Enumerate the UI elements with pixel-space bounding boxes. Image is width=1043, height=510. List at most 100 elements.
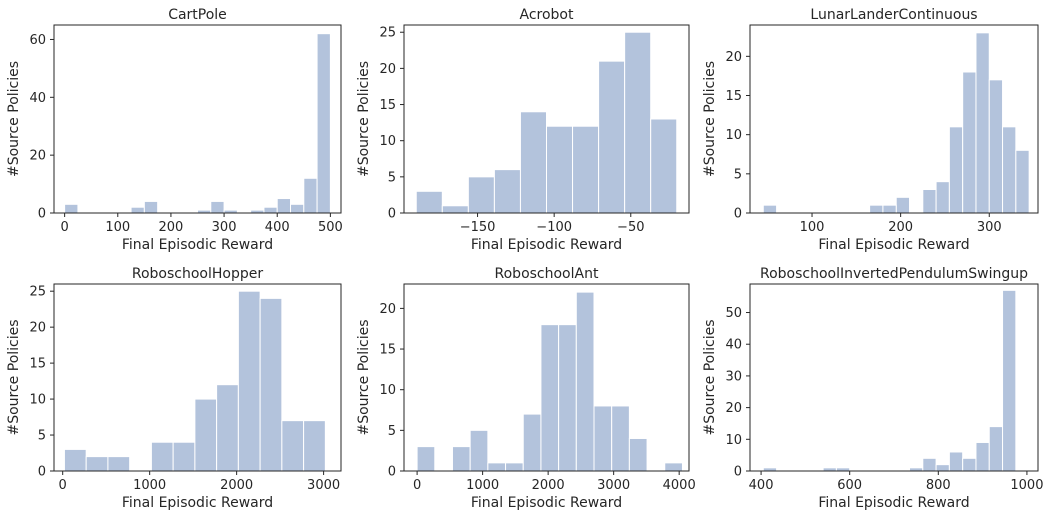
y-tick-label: 25 — [379, 26, 396, 41]
x-tick-label: 500 — [318, 220, 343, 235]
y-tick-label: 15 — [725, 89, 742, 104]
y-tick-label: 10 — [725, 433, 742, 448]
y-axis-label: #Source Policies — [6, 61, 22, 177]
y-tick-label: 15 — [379, 343, 396, 358]
y-axis-label: #Source Policies — [356, 319, 372, 435]
histogram-bar — [316, 33, 331, 214]
x-tick-label: 4000 — [663, 478, 696, 493]
histogram-bar — [505, 462, 524, 472]
histogram-bar — [598, 60, 626, 214]
plot-frame — [403, 24, 690, 214]
histogram-bar — [962, 71, 977, 214]
chart-title: RoboschoolInvertedPendulumSwingup — [760, 266, 1028, 282]
x-tick-label: 100 — [800, 220, 825, 235]
x-tick-label: 400 — [265, 220, 290, 235]
histogram-bar — [664, 462, 683, 472]
y-tick-label: 0 — [38, 207, 46, 222]
histogram-bar — [935, 181, 950, 214]
y-tick-label: 20 — [29, 149, 46, 164]
histogram-bar — [493, 169, 521, 214]
histogram-bar — [303, 420, 326, 472]
histogram-bar — [628, 437, 648, 472]
y-tick-label: 10 — [29, 393, 46, 408]
histogram-bar — [441, 205, 469, 214]
histogram-bar — [237, 290, 261, 472]
histogram-bar — [522, 413, 542, 472]
histogram-bar — [290, 203, 305, 214]
histogram-bar — [1002, 289, 1017, 472]
histogram-bar — [882, 204, 897, 214]
histogram-bar — [962, 457, 977, 472]
x-tick-label: 0 — [413, 478, 421, 493]
histogram-bar — [210, 200, 225, 214]
histogram-bar — [416, 446, 436, 472]
plot-frame — [749, 24, 1039, 214]
y-tick-label: 15 — [379, 98, 396, 113]
x-axis-label: Final Episodic Reward — [471, 495, 622, 510]
y-tick-label: 0 — [388, 207, 396, 222]
x-tick-label: −150 — [460, 220, 496, 235]
histogram-bar — [922, 457, 937, 472]
histogram-bar — [572, 125, 600, 214]
chart-title: LunarLanderContinuous — [810, 7, 977, 23]
y-tick-label: 0 — [734, 207, 742, 222]
x-tick-label: 200 — [159, 220, 184, 235]
histogram-bar — [948, 126, 964, 214]
x-tick-label: 600 — [837, 478, 862, 493]
chart-panel-6: 400 600 800 1000 0 10 20 30 40 50 RoboschoolInvert… — [702, 266, 1043, 510]
histogram-bar — [922, 189, 937, 214]
y-tick-label: 10 — [379, 383, 396, 398]
histogram-bar — [869, 204, 884, 214]
x-tick-label: −50 — [617, 220, 644, 235]
x-tick-label: 3000 — [597, 478, 630, 493]
histogram-bar — [935, 464, 950, 472]
histogram-bar — [540, 324, 560, 472]
histogram-bar — [143, 200, 159, 214]
chart-panel-3: 100 200 300 0 5 10 15 20 LunarLanderContinuous Fi… — [702, 7, 1039, 253]
histogram-bar — [624, 31, 652, 214]
histogram-bar — [467, 176, 495, 214]
histogram-bar — [762, 204, 778, 214]
plot-frame — [749, 283, 1039, 472]
y-tick-label: 5 — [734, 167, 742, 182]
y-tick-label: 0 — [734, 465, 742, 480]
histogram-bar — [593, 405, 613, 472]
x-tick-label: 1000 — [1010, 478, 1043, 493]
x-tick-label: 300 — [212, 220, 237, 235]
histogram-bar — [415, 190, 443, 214]
y-tick-label: 50 — [725, 306, 742, 321]
y-tick-label: 5 — [388, 424, 396, 439]
histogram-bar — [469, 429, 489, 472]
y-tick-label: 5 — [38, 429, 46, 444]
y-tick-label: 40 — [29, 91, 46, 106]
y-axis-label: #Source Policies — [702, 61, 718, 177]
histogram-bar — [650, 118, 678, 214]
y-tick-label: 20 — [379, 302, 396, 317]
y-axis-label: #Source Policies — [356, 61, 372, 177]
y-tick-label: 60 — [29, 33, 46, 48]
chart-panel-2: −150 −100 −50 0 5 10 15 20 25 Acrobot Final Episod… — [356, 7, 690, 253]
y-tick-label: 20 — [725, 50, 742, 65]
x-tick-label: 2000 — [532, 478, 565, 493]
x-tick-label: 1000 — [133, 478, 166, 493]
chart-title: RoboschoolHopper — [132, 266, 263, 282]
x-tick-label: 2000 — [220, 478, 253, 493]
x-tick-label: 300 — [977, 220, 1002, 235]
histogram-bar — [130, 206, 145, 214]
y-axis-label: #Source Policies — [6, 319, 22, 435]
y-tick-label: 20 — [29, 321, 46, 336]
histogram-bar — [487, 462, 507, 472]
y-tick-label: 25 — [29, 285, 46, 300]
histogram-bar — [63, 448, 87, 472]
histogram-bar — [107, 456, 131, 472]
chart-panel-4: 0 1000 2000 3000 0 5 10 15 20 25 RoboschoolHopper F… — [6, 266, 342, 510]
histogram-bar — [611, 405, 630, 472]
histogram-bar — [988, 79, 1004, 214]
x-axis-label: Final Episodic Reward — [122, 237, 273, 253]
y-tick-label: 40 — [725, 338, 742, 353]
y-tick-label: 0 — [388, 465, 396, 480]
histogram-bar — [303, 177, 318, 214]
x-axis-label: Final Episodic Reward — [818, 495, 969, 510]
histogram-bar — [64, 203, 79, 214]
x-tick-label: 100 — [105, 220, 130, 235]
